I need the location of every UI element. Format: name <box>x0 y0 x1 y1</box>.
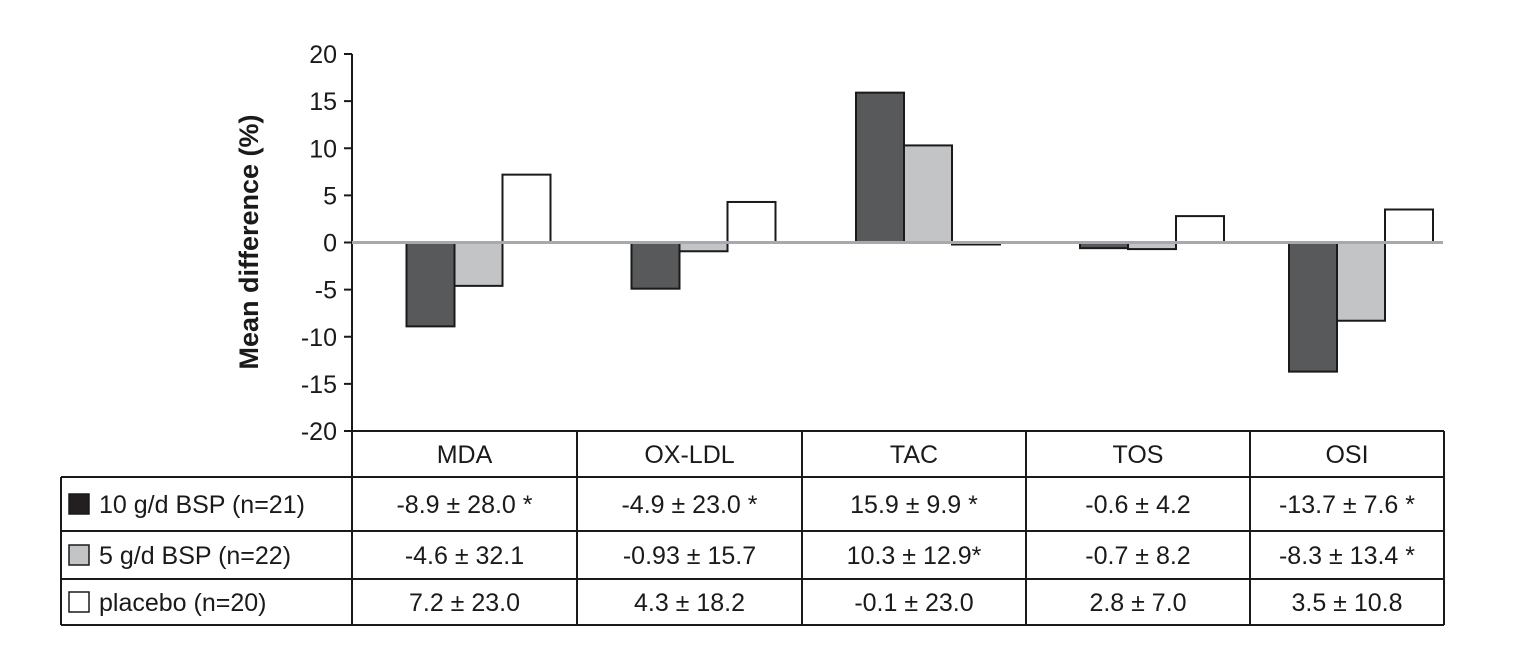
bar-osi-series-2 <box>1336 241 1386 322</box>
category-label: OX-LDL <box>644 441 734 469</box>
y-tick-label: 20 <box>309 41 337 69</box>
y-tick-label: 0 <box>323 230 337 258</box>
legend-label: 5 g/d BSP (n=22) <box>99 542 291 570</box>
table-cell-value: -0.93 ± 15.7 <box>623 542 756 570</box>
bar-mda-series-2 <box>453 241 504 287</box>
category-label: TOS <box>1113 441 1164 469</box>
y-tick-label: -15 <box>301 371 337 399</box>
category-label: OSI <box>1325 441 1368 469</box>
y-tick-label: -20 <box>301 418 337 446</box>
table-cell-value: -8.9 ± 28.0 * <box>396 491 532 519</box>
legend-label: 10 g/d BSP (n=21) <box>99 491 305 519</box>
table-cell-value: 10.3 ± 12.9* <box>847 542 982 570</box>
bar-tac-series-1 <box>855 91 905 244</box>
table-cell-value: -13.7 ± 7.6 * <box>1279 491 1415 519</box>
table-cell-value: 7.2 ± 23.0 <box>409 589 520 617</box>
bar-osi-series-1 <box>1288 241 1338 373</box>
bar-tac-series-2 <box>903 144 953 244</box>
bar-ox-ldl-series-3 <box>726 200 777 244</box>
category-label: TAC <box>890 441 938 469</box>
bar-mda-series-1 <box>405 241 456 328</box>
table-cell-value: 15.9 ± 9.9 * <box>850 491 978 519</box>
y-tick-label: 10 <box>309 135 337 163</box>
table-cell-value: -4.6 ± 32.1 <box>405 542 524 570</box>
legend-swatch <box>68 544 90 566</box>
table-cell-value: 2.8 ± 7.0 <box>1089 589 1186 617</box>
table-cell-value: -0.7 ± 8.2 <box>1085 542 1190 570</box>
legend-label: placebo (n=20) <box>99 589 266 617</box>
y-tick-label: -10 <box>301 324 337 352</box>
bar-tos-series-3 <box>1175 215 1225 244</box>
bar-ox-ldl-series-1 <box>630 241 681 290</box>
legend-swatch <box>68 493 90 515</box>
y-axis: 20 15 10 5 0 -5 -10 -15 -20 <box>301 41 353 446</box>
table-cell-value: 3.5 ± 10.8 <box>1291 589 1402 617</box>
y-tick-label: 15 <box>309 88 337 116</box>
y-tick-label: -5 <box>315 277 337 305</box>
table-cell-value: -4.9 ± 23.0 * <box>621 491 757 519</box>
category-label: MDA <box>437 441 493 469</box>
legend-swatch <box>68 591 90 613</box>
table-cell-value: 4.3 ± 18.2 <box>634 589 745 617</box>
table-cell-value: -0.1 ± 23.0 <box>854 589 973 617</box>
y-axis-title: Mean difference (%) <box>234 114 264 369</box>
y-tick-label: 5 <box>323 182 337 210</box>
bar-osi-series-3 <box>1384 208 1434 244</box>
data-table: MDA OX-LDL TAC TOS OSI 10 g/d BSP (n=21) -8.9 … <box>60 430 1445 626</box>
table-cell-value: -0.6 ± 4.2 <box>1085 491 1190 519</box>
table-cell-value: -8.3 ± 13.4 * <box>1279 542 1415 570</box>
bars <box>352 91 1443 373</box>
bar-mda-series-3 <box>501 173 552 244</box>
